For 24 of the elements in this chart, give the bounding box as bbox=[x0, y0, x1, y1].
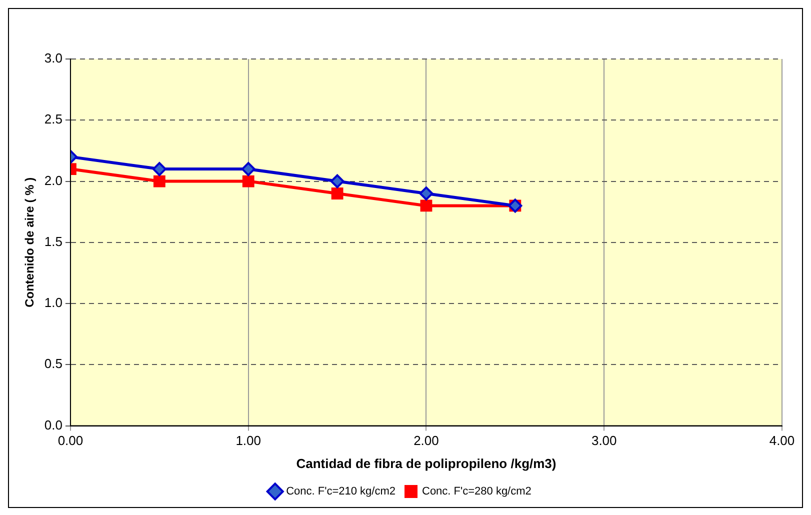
y-tick-label: 2.0 bbox=[44, 172, 62, 188]
legend-label: Conc. F'c=210 kg/cm2 bbox=[286, 486, 396, 498]
x-tick-label: 4.00 bbox=[769, 433, 795, 448]
y-tick-label: 1.5 bbox=[44, 234, 62, 249]
point bbox=[420, 200, 432, 212]
point bbox=[242, 175, 254, 188]
x-tick-label: 0.00 bbox=[58, 433, 84, 448]
point bbox=[153, 175, 166, 188]
x-tick-label: 3.00 bbox=[591, 433, 617, 448]
point bbox=[419, 186, 434, 200]
x-axis-title: Cantidad de fibra de polipropileno /kg/m3) bbox=[296, 456, 556, 471]
y-tick-label: 0.0 bbox=[44, 417, 62, 432]
y-tick-label: 0.5 bbox=[44, 356, 62, 372]
y-tick-label: 3.0 bbox=[44, 50, 62, 66]
y-tick-label: 1.0 bbox=[44, 295, 62, 310]
point bbox=[331, 188, 344, 200]
x-tick-label: 2.00 bbox=[414, 433, 439, 448]
y-tick-label: 2.5 bbox=[44, 112, 62, 127]
x-tick-label: 1.00 bbox=[236, 433, 262, 448]
point bbox=[241, 162, 256, 176]
point bbox=[152, 162, 166, 176]
point bbox=[330, 174, 344, 188]
legend-label: Conc. F'c=280 kg/cm2 bbox=[422, 486, 532, 498]
y-axis-title: Contenido de aire ( % ) bbox=[22, 177, 37, 308]
